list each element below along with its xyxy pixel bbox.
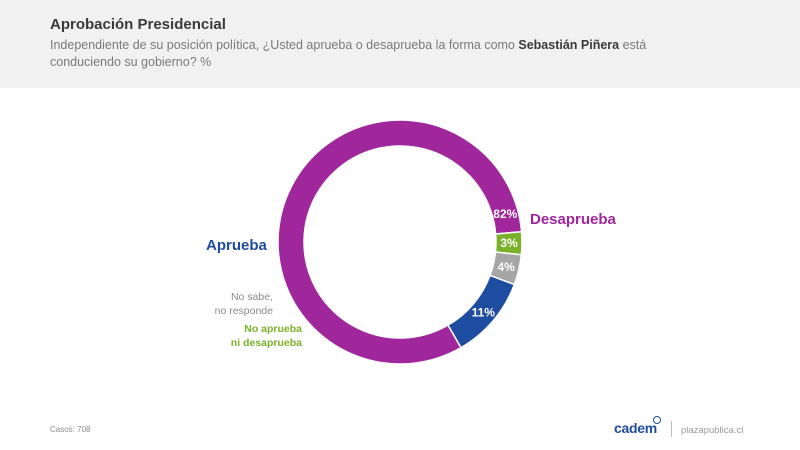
legend-label-aprueba: Aprueba: [206, 237, 267, 254]
footer-divider: [671, 421, 672, 437]
donut-value-label-no-sabe: 4%: [497, 260, 515, 274]
donut-slice-desaprueba: [277, 119, 523, 365]
page-subtitle: Independiente de su posición política, ¿…: [50, 37, 700, 71]
donut-value-label-aprueba: 11%: [472, 305, 496, 319]
donut-value-label-ni-aprueba: 3%: [500, 236, 518, 250]
legend-label-no-sabe-line1: No sabe,: [230, 291, 273, 303]
legend-label-desaprueba: Desaprueba: [530, 211, 616, 228]
donut-slice-aprueba: [446, 274, 516, 349]
site-link: plazapublica.cl: [681, 425, 744, 436]
header-band: [0, 0, 800, 88]
legend-label-ni-aprueba-line1: No aprueba: [244, 323, 302, 335]
legend-label-no-sabe-line2: no responde: [214, 305, 273, 317]
sample-size: Casos: 708: [50, 425, 91, 434]
cadem-logo: cadem: [614, 420, 657, 436]
page-title: Aprobación Presidencial: [50, 16, 226, 33]
subtitle-question-start: Independiente de su posición política, ¿…: [50, 38, 519, 52]
subtitle-question-end: está conduciendo su gobierno? %: [50, 38, 647, 69]
legend-label-ni-aprueba: No aprueba ni desaprueba: [231, 322, 302, 350]
subtitle-president-name: Sebastián Piñera: [518, 38, 620, 52]
legend-label-ni-aprueba-line2: ni desaprueba: [230, 337, 302, 349]
donut-value-label-desaprueba: 82%: [493, 207, 517, 221]
cadem-logo-mark: [653, 416, 661, 424]
legend-label-no-sabe: No sabe, no responde: [215, 290, 273, 318]
